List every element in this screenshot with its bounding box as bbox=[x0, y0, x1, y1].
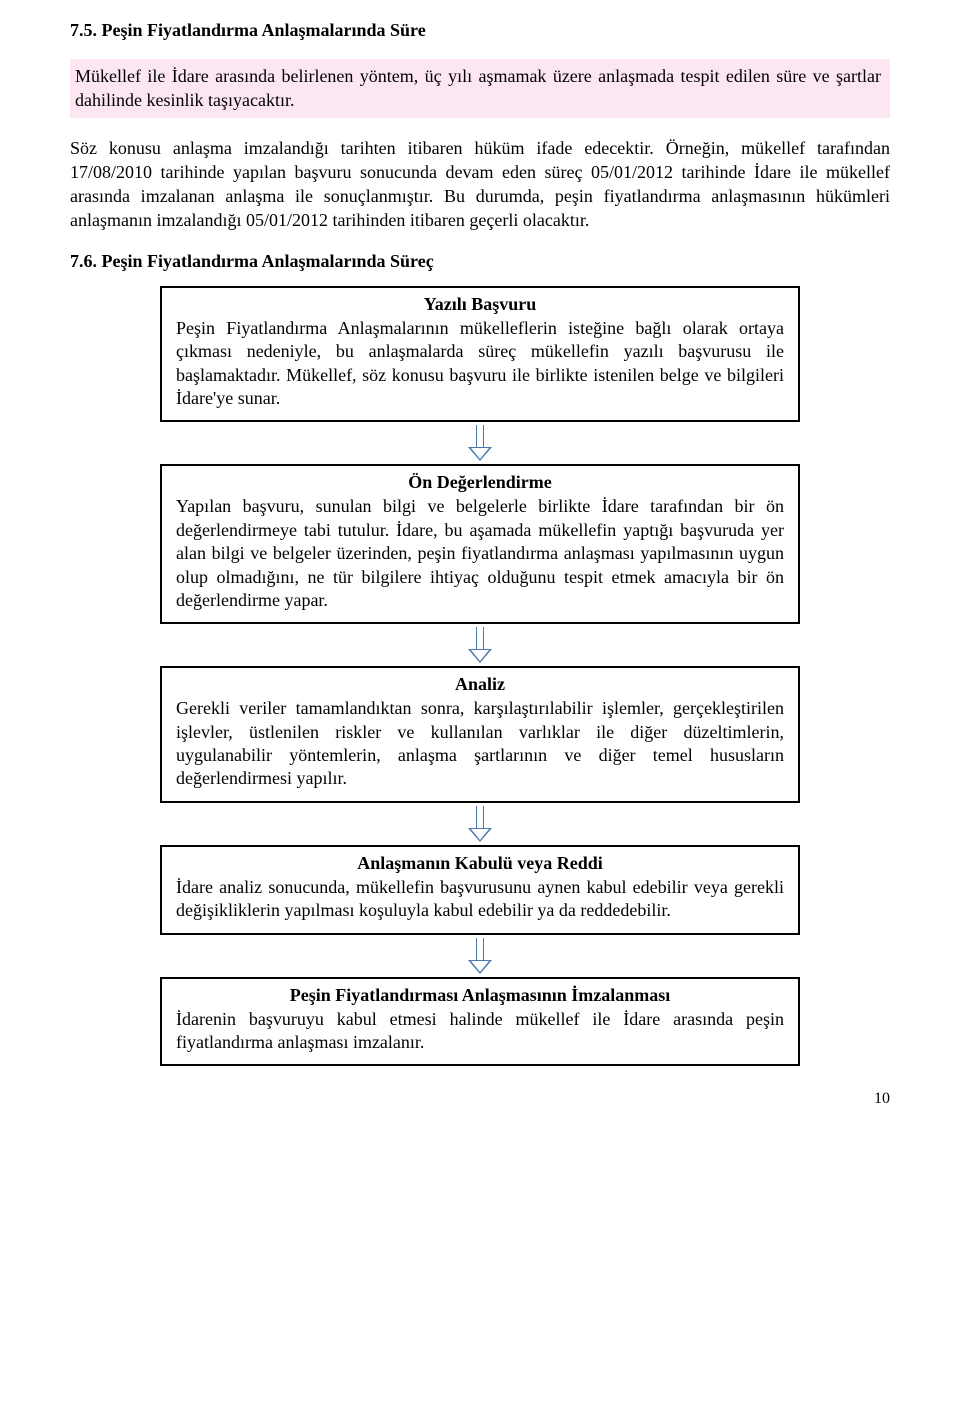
page-number: 10 bbox=[70, 1090, 890, 1108]
flow-step-2-text: Yapılan başvuru, sunulan bilgi ve belgel… bbox=[176, 495, 784, 612]
flow-arrow-icon bbox=[468, 938, 492, 974]
flow-step-1-title: Yazılı Başvuru bbox=[176, 294, 784, 315]
flow-arrow-icon bbox=[468, 806, 492, 842]
flow-step-3: Analiz Gerekli veriler tamamlandıktan so… bbox=[160, 666, 800, 803]
flow-step-5: Peşin Fiyatlandırması Anlaşmasının İmzal… bbox=[160, 977, 800, 1067]
flow-step-1-text: Peşin Fiyatlandırma Anlaşmalarının mükel… bbox=[176, 317, 784, 411]
flow-step-1: Yazılı Başvuru Peşin Fiyatlandırma Anlaş… bbox=[160, 286, 800, 423]
flow-step-2: Ön Değerlendirme Yapılan başvuru, sunula… bbox=[160, 464, 800, 624]
section-75-heading: 7.5. Peşin Fiyatlandırma Anlaşmalarında … bbox=[70, 20, 890, 41]
flow-step-4-title: Anlaşmanın Kabulü veya Reddi bbox=[176, 853, 784, 874]
flow-step-2-title: Ön Değerlendirme bbox=[176, 472, 784, 493]
flow-step-5-title: Peşin Fiyatlandırması Anlaşmasının İmzal… bbox=[176, 985, 784, 1006]
flowchart-container: Yazılı Başvuru Peşin Fiyatlandırma Anlaş… bbox=[70, 286, 890, 1067]
flow-step-4-text: İdare analiz sonucunda, mükellefin başvu… bbox=[176, 876, 784, 923]
highlight-callout: Mükellef ile İdare arasında belirlenen y… bbox=[70, 59, 890, 118]
flow-step-3-title: Analiz bbox=[176, 674, 784, 695]
flow-step-3-text: Gerekli veriler tamamlandıktan sonra, ka… bbox=[176, 697, 784, 791]
flow-arrow-icon bbox=[468, 425, 492, 461]
flow-arrow-icon bbox=[468, 627, 492, 663]
flow-step-4: Anlaşmanın Kabulü veya Reddi İdare anali… bbox=[160, 845, 800, 935]
section-75-body: Söz konusu anlaşma imzalandığı tarihten … bbox=[70, 136, 890, 233]
flow-step-5-text: İdarenin başvuruyu kabul etmesi halinde … bbox=[176, 1008, 784, 1055]
section-76-heading: 7.6. Peşin Fiyatlandırma Anlaşmalarında … bbox=[70, 251, 890, 272]
